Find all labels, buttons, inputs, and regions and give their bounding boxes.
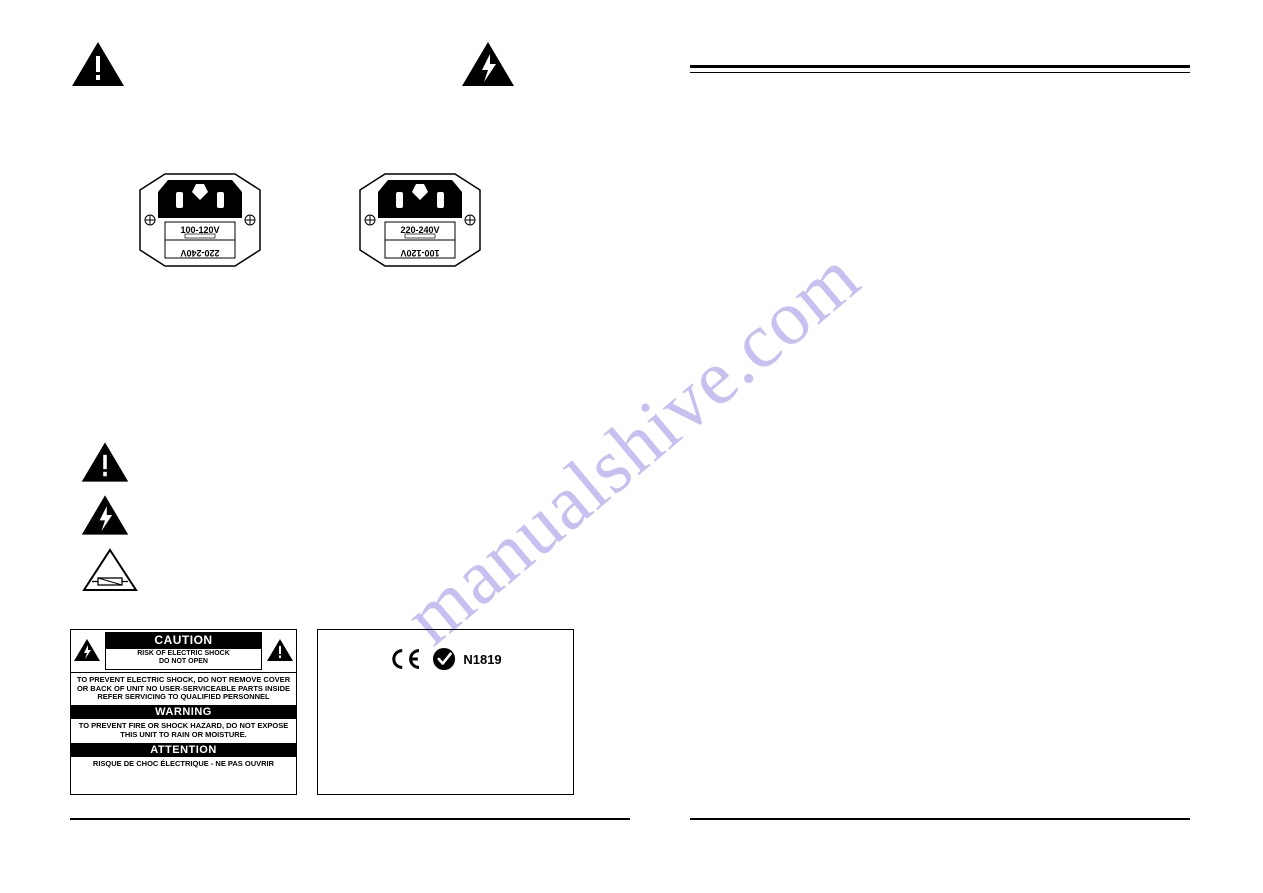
right-bottom-rule bbox=[690, 818, 1190, 820]
stack-fuse-triangle-icon bbox=[80, 546, 630, 599]
top-icon-row bbox=[70, 40, 630, 100]
iec-socket-right: 220-240V 100-120V bbox=[350, 170, 490, 270]
iec-top-label: 100-120V bbox=[180, 225, 219, 235]
ce-box: N1819 bbox=[317, 629, 574, 795]
caution-subtitle: RISK OF ELECTRIC SHOCK DO NOT OPEN bbox=[106, 649, 261, 669]
right-column bbox=[690, 40, 1190, 73]
ce-mark-icon bbox=[389, 647, 425, 671]
caution-block-3: RISQUE DE CHOC ÉLECTRIQUE - NE PAS OUVRI… bbox=[71, 757, 296, 772]
page: manualshive.com bbox=[0, 0, 1263, 893]
caution-lightning-icon bbox=[73, 638, 101, 664]
ce-mark-row: N1819 bbox=[389, 646, 501, 672]
icon-stack bbox=[70, 440, 630, 599]
iec-socket-row: 100-120V 220-240V 220-240V 1 bbox=[70, 170, 630, 270]
caution-title: CAUTION bbox=[106, 633, 261, 649]
caution-attention-stripe: ATTENTION bbox=[71, 743, 296, 758]
caution-header: CAUTION RISK OF ELECTRIC SHOCK DO NOT OP… bbox=[71, 630, 296, 672]
c-tick-icon bbox=[431, 646, 457, 672]
left-column: 100-120V 220-240V 220-240V 1 bbox=[70, 40, 630, 795]
svg-text:220-240V: 220-240V bbox=[180, 248, 219, 258]
caution-warning-stripe: WARNING bbox=[71, 705, 296, 720]
caution-block-2: TO PREVENT FIRE OR SHOCK HAZARD, DO NOT … bbox=[71, 719, 296, 742]
warning-lightning-icon bbox=[460, 40, 516, 93]
caution-row: CAUTION RISK OF ELECTRIC SHOCK DO NOT OP… bbox=[70, 629, 630, 795]
caution-title-frame: CAUTION RISK OF ELECTRIC SHOCK DO NOT OP… bbox=[105, 632, 262, 670]
double-rule-top bbox=[690, 65, 1190, 73]
caution-block-1: TO PREVENT ELECTRIC SHOCK, DO NOT REMOVE… bbox=[71, 672, 296, 705]
warning-exclamation-icon bbox=[70, 40, 126, 93]
stack-warning-lightning-icon bbox=[80, 493, 630, 542]
left-bottom-rule bbox=[70, 818, 630, 820]
caution-box: CAUTION RISK OF ELECTRIC SHOCK DO NOT OP… bbox=[70, 629, 297, 795]
svg-text:220-240V: 220-240V bbox=[400, 225, 439, 235]
svg-text:100-120V: 100-120V bbox=[400, 248, 439, 258]
stack-warning-exclamation-icon bbox=[80, 440, 630, 489]
iec-socket-left: 100-120V 220-240V bbox=[130, 170, 270, 270]
caution-exclamation-icon bbox=[266, 638, 294, 664]
c-tick-code: N1819 bbox=[463, 652, 501, 667]
